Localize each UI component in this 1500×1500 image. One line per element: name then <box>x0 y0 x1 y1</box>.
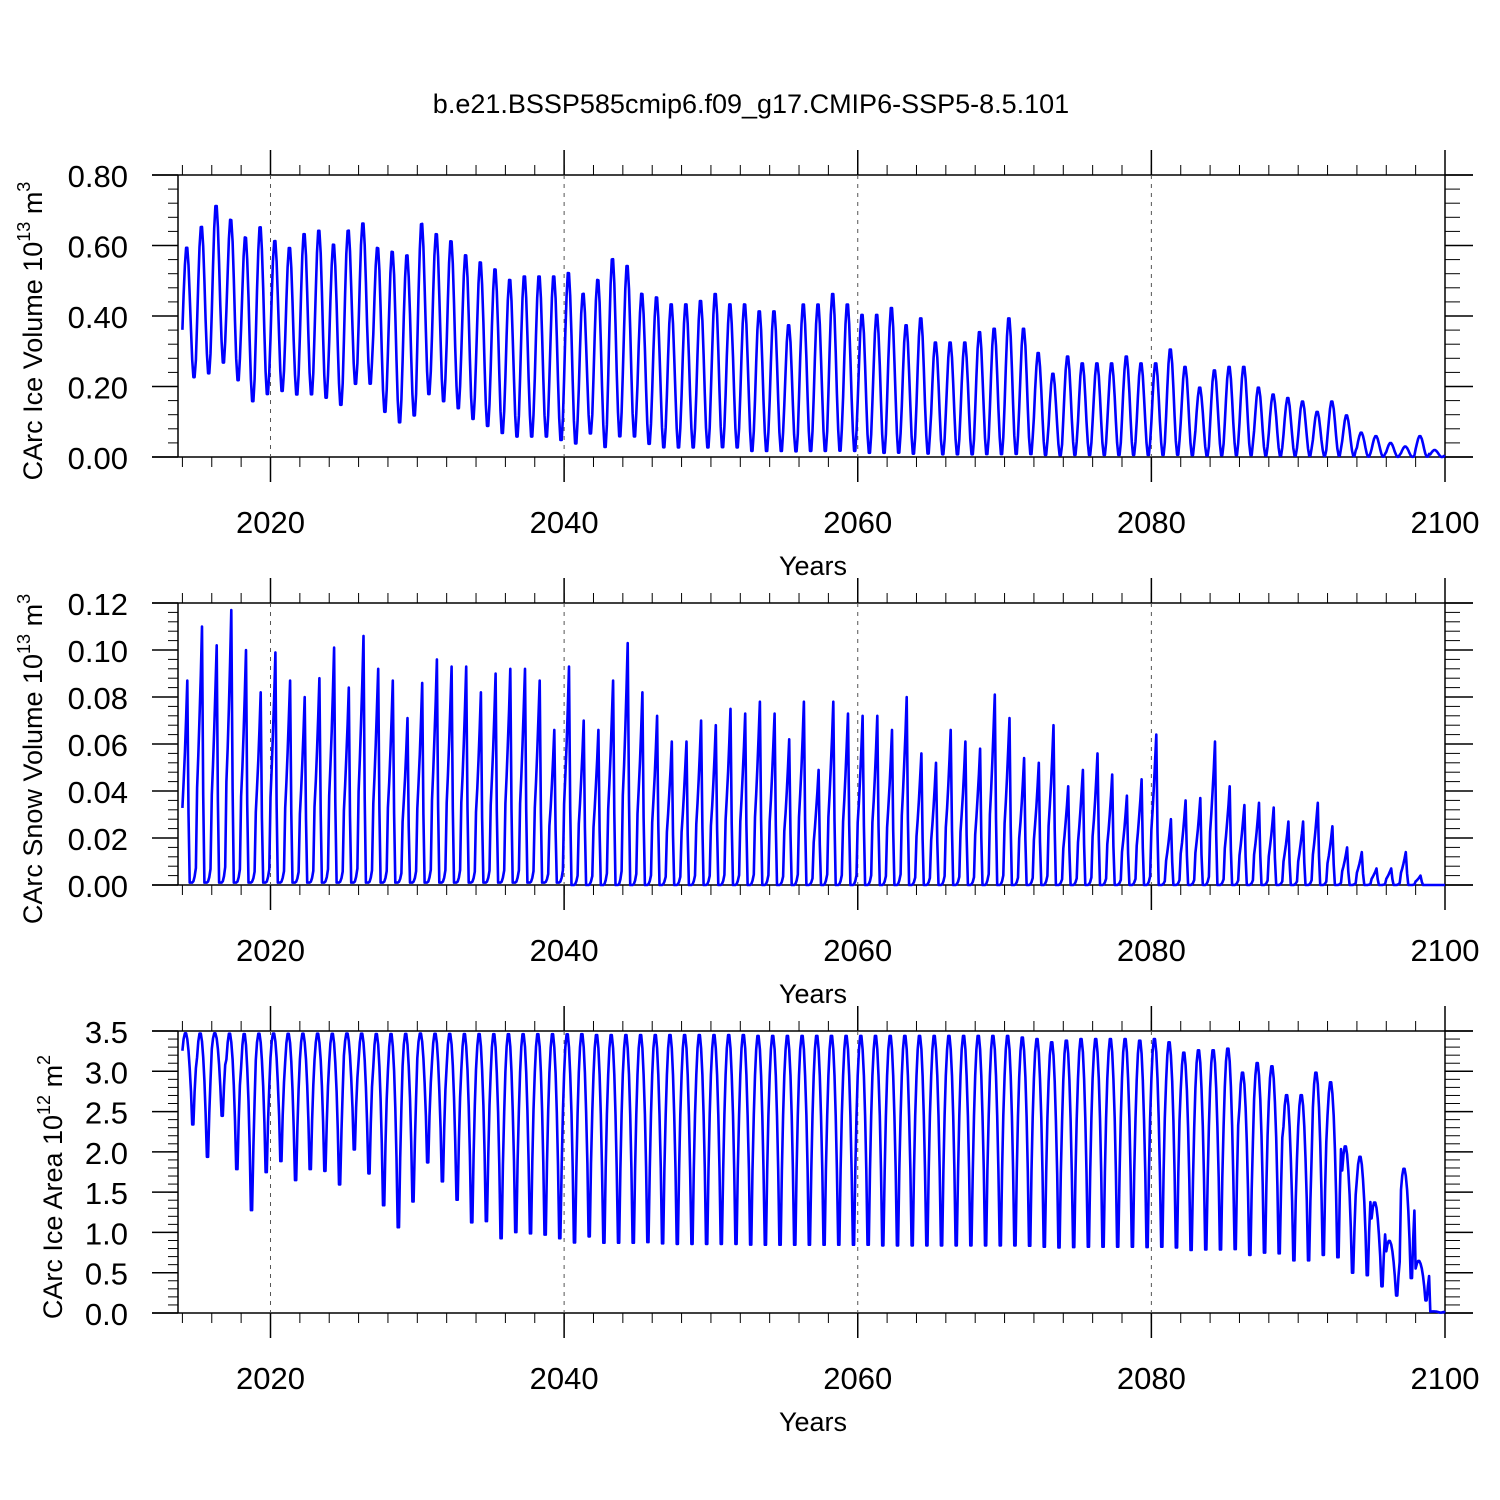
y-axis-label-unit-exponent: 2 <box>34 1055 54 1065</box>
x-tick-label: 2080 <box>1117 505 1186 540</box>
y-tick-label: 0.00 <box>68 869 128 904</box>
x-tick-label: 2100 <box>1411 1361 1480 1396</box>
y-tick-label: 0.04 <box>68 775 128 810</box>
y-axis-label-exponent: 12 <box>34 1095 54 1115</box>
y-axis-label-exponent: 13 <box>14 634 34 654</box>
x-tick-label: 2060 <box>823 505 892 540</box>
x-tick-label: 2020 <box>236 933 305 968</box>
y-tick-label: 0.12 <box>68 587 128 622</box>
y-axis-label-main: CArc Snow Volume 10 <box>18 654 48 924</box>
series-line-snow-volume <box>181 608 1446 887</box>
x-tick-label: 2040 <box>530 1361 599 1396</box>
y-axis-label-unit-exponent: 3 <box>14 182 34 192</box>
chart-panel-ice-volume: 0.00 0.20 0.40 0.60 0.80 2020 2040 2060 2080 2100… <box>14 150 1479 581</box>
y-tick-label: 0.00 <box>68 441 128 476</box>
series-line-ice-volume <box>181 204 1446 459</box>
y-tick-label: 2.5 <box>85 1096 128 1131</box>
chart-panel-ice-area: 0.0 0.5 1.0 1.5 2.0 2.5 3.0 3.5 2020 2040 2060 2080… <box>34 1006 1479 1437</box>
y-tick-label: 0.5 <box>85 1257 128 1292</box>
chart-panel-snow-volume: 0.00 0.02 0.04 0.06 0.08 0.10 0.12 2020 2040 2060… <box>14 578 1479 1009</box>
y-tick-label: 0.10 <box>68 634 128 669</box>
x-tick-label: 2100 <box>1411 933 1480 968</box>
y-axis-label: CArc Ice Area 1012 m2 <box>34 1055 68 1319</box>
x-tick-label: 2060 <box>823 1361 892 1396</box>
x-tick-label: 2100 <box>1411 505 1480 540</box>
y-tick-label: 0.0 <box>85 1297 128 1332</box>
x-tick-label: 2040 <box>530 505 599 540</box>
y-axis-label-unit: m <box>18 192 48 222</box>
y-tick-label: 0.08 <box>68 681 128 716</box>
y-tick-label: 0.20 <box>68 371 128 406</box>
y-tick-label: 2.0 <box>85 1136 128 1171</box>
y-tick-label: 0.60 <box>68 230 128 265</box>
y-tick-label: 3.5 <box>85 1015 128 1050</box>
y-tick-label: 1.5 <box>85 1176 128 1211</box>
y-axis-label-exponent: 13 <box>14 222 34 242</box>
y-axis-label: CArc Snow Volume 1013 m3 <box>14 594 48 924</box>
y-axis-label-unit: m <box>38 1065 68 1095</box>
y-tick-label: 0.02 <box>68 822 128 857</box>
y-axis-label-unit: m <box>18 604 48 634</box>
x-tick-label: 2060 <box>823 933 892 968</box>
y-axis-label-main: CArc Ice Volume 10 <box>18 242 48 481</box>
y-axis-label-main: CArc Ice Area 10 <box>38 1115 68 1319</box>
y-tick-label: 1.0 <box>85 1216 128 1251</box>
y-tick-label: 3.0 <box>85 1055 128 1090</box>
y-tick-label: 0.40 <box>68 300 128 335</box>
x-axis-label: Years <box>779 1407 847 1437</box>
x-tick-label: 2020 <box>236 1361 305 1396</box>
x-tick-label: 2080 <box>1117 933 1186 968</box>
x-axis-label: Years <box>779 551 847 581</box>
x-tick-label: 2080 <box>1117 1361 1186 1396</box>
x-tick-label: 2020 <box>236 505 305 540</box>
figure-title: b.e21.BSSP585cmip6.f09_g17.CMIP6-SSP5-8.… <box>433 89 1069 119</box>
y-tick-label: 0.06 <box>68 728 128 763</box>
y-tick-label: 0.80 <box>68 159 128 194</box>
x-tick-label: 2040 <box>530 933 599 968</box>
y-axis-label-unit-exponent: 3 <box>14 594 34 604</box>
x-axis-label: Years <box>779 979 847 1009</box>
y-axis-label: CArc Ice Volume 1013 m3 <box>14 182 48 481</box>
series-line-ice-area <box>181 1032 1446 1314</box>
